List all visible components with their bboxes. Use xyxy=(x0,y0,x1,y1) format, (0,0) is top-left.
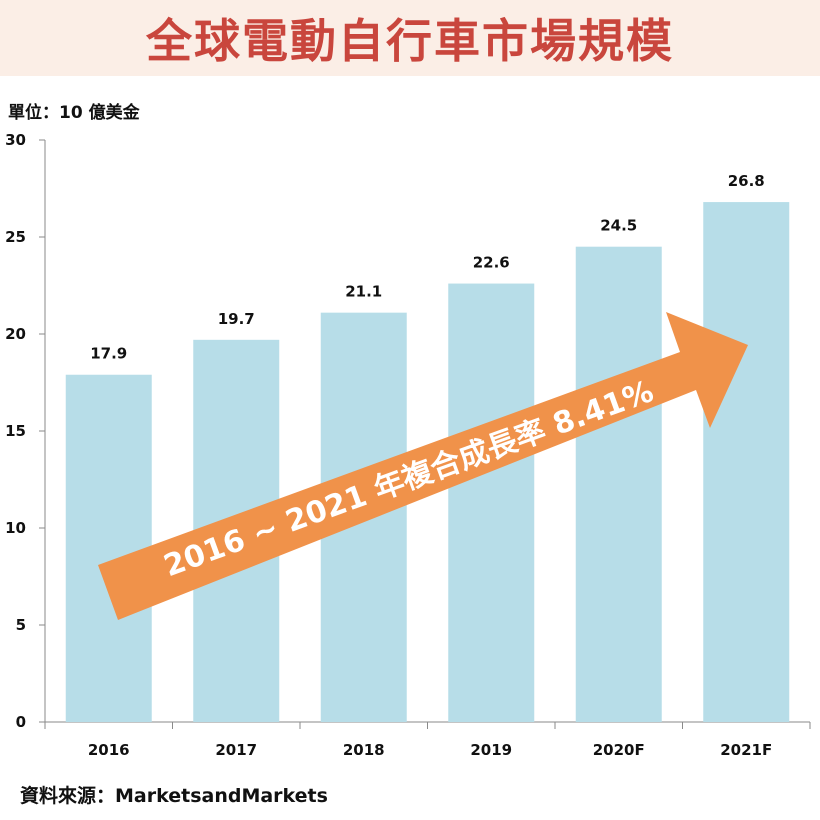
bar-2020F xyxy=(575,246,662,722)
source-label: 資料來源：MarketsandMarkets xyxy=(20,785,328,807)
data-label-2020F: 24.5 xyxy=(600,217,637,235)
x-tick-label-2016: 2016 xyxy=(88,741,130,759)
y-tick-label: 0 xyxy=(16,713,26,731)
chart-bars xyxy=(65,202,790,722)
y-tick-label: 15 xyxy=(5,422,26,440)
chart-title: 全球電動自行車市場規模 xyxy=(146,14,674,68)
bar-2016 xyxy=(65,374,152,722)
data-label-2021F: 26.8 xyxy=(728,172,765,190)
x-tick-label-2017: 2017 xyxy=(215,741,257,759)
chart-data-labels: 17.9 19.7 21.1 22.6 24.5 26.8 xyxy=(90,172,765,363)
data-label-2019: 22.6 xyxy=(473,254,510,272)
y-tick-label: 10 xyxy=(5,519,26,537)
data-label-2017: 19.7 xyxy=(218,310,255,328)
data-label-2016: 17.9 xyxy=(90,345,127,363)
y-tick-label: 30 xyxy=(5,131,26,149)
x-tick-label-2021F: 2021F xyxy=(720,741,772,759)
x-tick-label-2019: 2019 xyxy=(470,741,512,759)
y-tick-label: 25 xyxy=(5,228,26,246)
bar-2021F xyxy=(703,202,790,722)
y-tick-label: 20 xyxy=(5,325,26,343)
title-band: 全球電動自行車市場規模 xyxy=(0,0,820,76)
growth-arrow-shape xyxy=(98,312,748,620)
bar-2019 xyxy=(448,283,535,722)
chart-axes: 0 5 10 15 20 25 30 2016 2017 2018 2019 2020F 2021F xyxy=(5,131,811,759)
x-tick-label-2018: 2018 xyxy=(343,741,385,759)
x-tick-label-2020F: 2020F xyxy=(593,741,645,759)
data-label-2018: 21.1 xyxy=(345,283,382,301)
unit-label: 單位：10 億美金 xyxy=(8,103,140,123)
y-tick-label: 5 xyxy=(16,616,26,634)
